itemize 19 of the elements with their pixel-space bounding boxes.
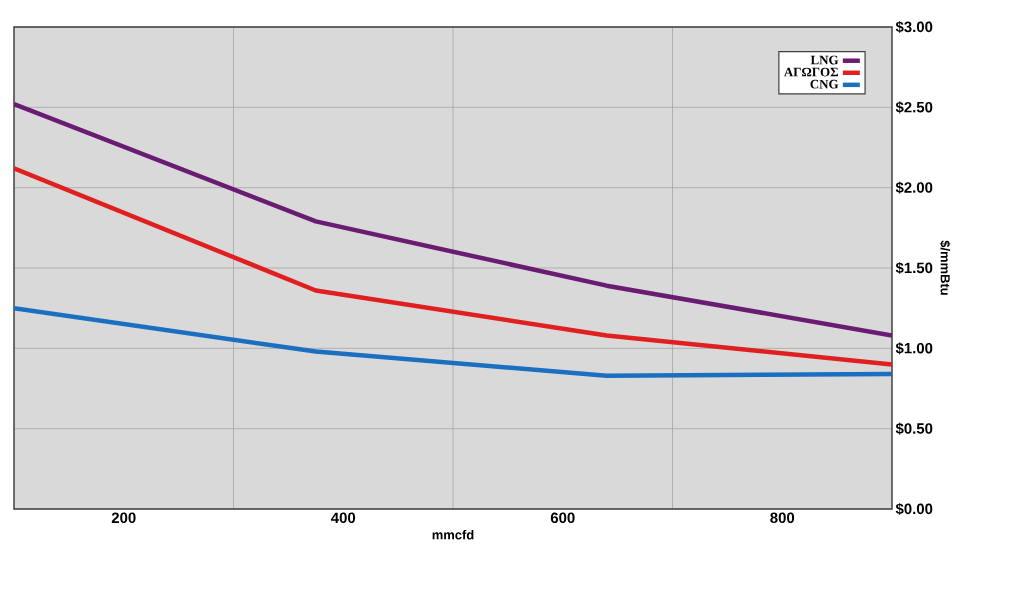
- y-tick-label: $1.50: [895, 261, 933, 275]
- legend-label: CNG: [810, 79, 839, 89]
- x-tick-label: 800: [770, 512, 795, 524]
- x-tick-label: 200: [111, 512, 136, 524]
- line-series: [14, 305, 892, 378]
- x-tick-label: 400: [331, 512, 356, 524]
- legend-label: LNG: [810, 55, 839, 65]
- y-tick-label: $0.00: [895, 502, 933, 516]
- line-series: [14, 101, 892, 338]
- line-series: [14, 166, 892, 367]
- y-tick-label: $1.00: [895, 342, 933, 355]
- y-tick-label: $3.00: [895, 20, 933, 34]
- x-tick-label: 600: [550, 512, 575, 524]
- legend-label: ΑΓΩΓΟΣ: [783, 67, 838, 77]
- y-tick-label: $2.50: [895, 101, 933, 114]
- x-axis-title: mmcfd: [432, 529, 474, 540]
- y-axis-title: $/mmBtu: [939, 240, 951, 295]
- y-tick-label: $2.00: [895, 181, 933, 194]
- y-tick-label: $0.50: [895, 422, 933, 435]
